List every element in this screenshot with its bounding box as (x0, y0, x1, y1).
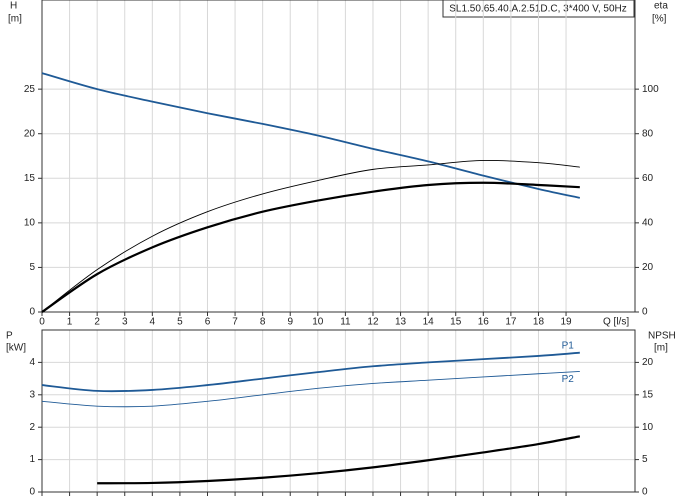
y-tick-label: 1 (29, 454, 35, 465)
y2-tick-label: 100 (642, 84, 659, 95)
x-tick-label: 10 (312, 317, 324, 328)
curve (41, 181, 580, 313)
curve (41, 72, 581, 199)
x-tick-label: 4 (150, 317, 156, 328)
x-tick-label: 19 (560, 317, 572, 328)
x-tick-label: 13 (395, 317, 407, 328)
y-tick-label: 3 (29, 389, 35, 400)
curve-label: P2 (562, 374, 575, 385)
x-tick-label: 1 (67, 317, 73, 328)
plot-frame (41, 0, 636, 313)
y2-tick-label: 10 (642, 422, 654, 433)
x-tick-label: 16 (478, 317, 490, 328)
y2-tick-label: 80 (642, 128, 654, 139)
y-tick-label: 20 (24, 128, 36, 139)
x-tick-label: 6 (205, 317, 211, 328)
plot-frame (41, 329, 636, 493)
y2-axis-unit: [%] (652, 14, 667, 25)
curve (97, 435, 581, 485)
curve (41, 351, 580, 393)
y-axis-unit: [m] (8, 14, 22, 25)
x-tick-label: 18 (533, 317, 545, 328)
x-tick-label: 9 (287, 317, 293, 328)
x-tick-label: 7 (232, 317, 238, 328)
curve (41, 159, 580, 313)
y-tick-label: 5 (29, 262, 35, 273)
y-axis-unit: [kW] (6, 343, 26, 354)
y2-tick-label: 5 (642, 454, 648, 465)
x-tick-label: 11 (340, 317, 351, 328)
y2-tick-label: 20 (642, 357, 654, 368)
x-tick-label: 17 (505, 317, 517, 328)
x-tick-label: 12 (367, 317, 379, 328)
y2-tick-label: 40 (642, 217, 654, 228)
x-tick-label: 5 (177, 317, 183, 328)
y-axis-label: H (10, 1, 17, 12)
y-tick-label: 25 (24, 84, 36, 95)
y-axis-label: P (6, 331, 13, 342)
y2-axis-label: NPSH (648, 331, 676, 342)
x-tick-label: 3 (122, 317, 128, 328)
y2-axis-label: eta (654, 1, 668, 12)
x-tick-label: 14 (423, 317, 435, 328)
x-tick-label: 0 (39, 317, 45, 328)
curve (41, 371, 580, 408)
y2-tick-label: 15 (642, 389, 654, 400)
curve-label: P1 (562, 340, 575, 351)
y-tick-label: 2 (29, 422, 35, 433)
y2-tick-label: 0 (642, 487, 648, 498)
y2-tick-label: 0 (642, 307, 648, 318)
y-tick-label: 4 (29, 357, 35, 368)
y-tick-label: 0 (29, 307, 35, 318)
y-tick-label: 0 (29, 487, 35, 498)
y-tick-label: 15 (24, 173, 36, 184)
y-tick-label: 10 (24, 217, 36, 228)
y2-axis-unit: [m] (654, 343, 668, 354)
x-tick-label: 15 (450, 317, 462, 328)
y2-tick-label: 20 (642, 262, 654, 273)
y2-tick-label: 60 (642, 173, 654, 184)
x-tick-label: 2 (94, 317, 100, 328)
x-tick-label: 8 (260, 317, 266, 328)
x-axis-label: Q [l/s] (603, 317, 629, 328)
